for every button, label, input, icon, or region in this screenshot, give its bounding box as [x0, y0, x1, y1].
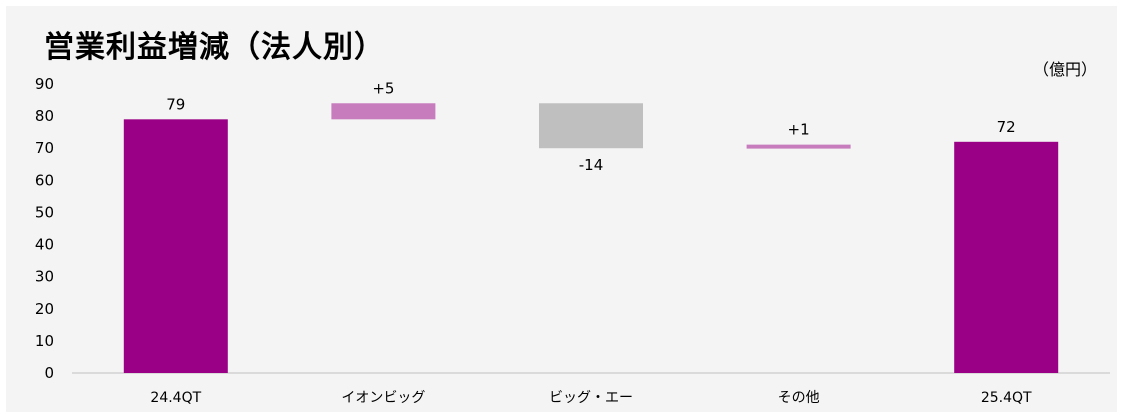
x-category-label: ビッグ・エー [549, 390, 633, 406]
unit-label: （億円） [1032, 60, 1097, 79]
y-tick-label: 90 [35, 75, 54, 93]
bar-total [954, 141, 1059, 373]
y-tick-label: 0 [44, 364, 54, 382]
y-tick-label: 70 [35, 139, 54, 157]
bar-increase [746, 144, 851, 149]
bar-data-label: 79 [166, 95, 185, 113]
bar-decrease [539, 103, 643, 149]
y-tick-label: 40 [35, 236, 54, 254]
bar-increase [331, 103, 436, 120]
y-tick-label: 10 [35, 332, 54, 350]
x-category-label: 25.4QT [981, 390, 1032, 406]
bar-data-label: 72 [997, 118, 1016, 136]
chart-title: 営業利益増減（法人別） [44, 30, 385, 65]
x-category-label: 24.4QT [150, 390, 201, 406]
x-category-label: イオンビッグ [341, 390, 425, 406]
bar-data-label: +5 [372, 79, 394, 97]
x-category-label: その他 [778, 390, 820, 406]
bar-total [123, 119, 228, 373]
y-tick-label: 30 [35, 268, 54, 286]
y-tick-label: 20 [35, 300, 54, 318]
bar-data-label: -14 [579, 156, 604, 174]
bar-data-label: +1 [788, 121, 810, 139]
y-tick-label: 60 [35, 171, 54, 189]
y-tick-label: 50 [35, 203, 54, 221]
y-tick-label: 80 [35, 107, 54, 125]
